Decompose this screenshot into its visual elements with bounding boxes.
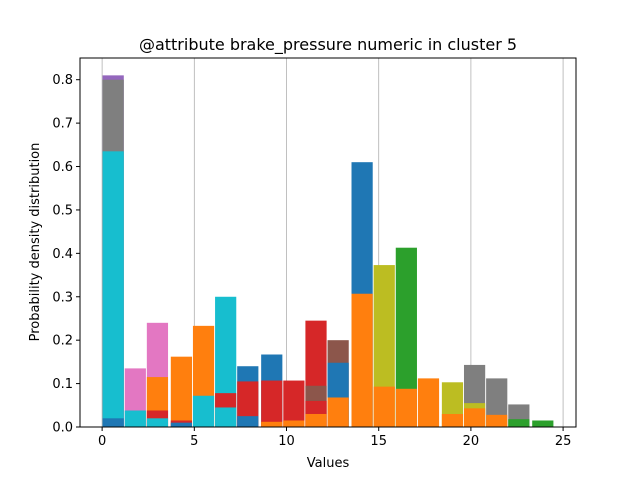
y-tick-label: 0.5 [52,203,73,218]
y-axis-label: Probability density distribution [28,143,43,342]
bar [373,386,395,427]
y-tick-label: 0.8 [52,73,73,88]
y-tick-label: 0.2 [52,334,73,349]
y-tick-label: 0.0 [52,421,73,436]
bar [305,413,327,427]
bar [441,413,464,427]
bar [170,356,193,427]
x-tick-label: 0 [98,434,106,449]
bar [170,422,193,427]
bar [237,381,259,427]
y-tick-label: 0.4 [52,247,73,262]
bar [237,416,259,427]
bar [192,395,215,427]
x-tick-label: 5 [190,434,198,449]
bar [395,247,417,427]
y-tick-label: 0.7 [52,117,73,132]
bar [351,293,373,427]
x-tick-label: 15 [370,434,387,449]
ticks-group: 0 5 10 15 20 25 0.0 0.1 0.2 0.3 0.4 0.5 0.6 0.7 0.8 [52,73,571,449]
chart-title: @attribute brake_pressure numeric in clu… [139,35,517,55]
bar [124,410,146,427]
bar [102,151,124,427]
plot-frame [79,57,577,428]
y-tick-label: 0.3 [52,290,73,305]
bar [283,420,305,427]
bar [417,378,440,427]
grid-lines [101,58,564,427]
bar [283,380,305,427]
bar [215,407,237,427]
bar [261,421,283,427]
bar [508,419,530,427]
bars-group [102,75,554,428]
x-tick-label: 20 [463,434,480,449]
x-tick-label: 10 [278,434,295,449]
x-tick-label: 25 [555,434,572,449]
bar [532,420,554,427]
x-axis-label: Values [307,456,350,471]
bar [261,380,283,427]
axes-group [79,57,577,428]
bar [395,388,417,427]
bar [486,414,508,427]
y-tick-label: 0.6 [52,160,73,175]
bar [373,265,395,427]
bar [463,408,486,427]
bar [102,418,124,427]
bar [327,397,349,427]
y-tick-label: 0.1 [52,377,73,392]
bar [146,418,169,427]
